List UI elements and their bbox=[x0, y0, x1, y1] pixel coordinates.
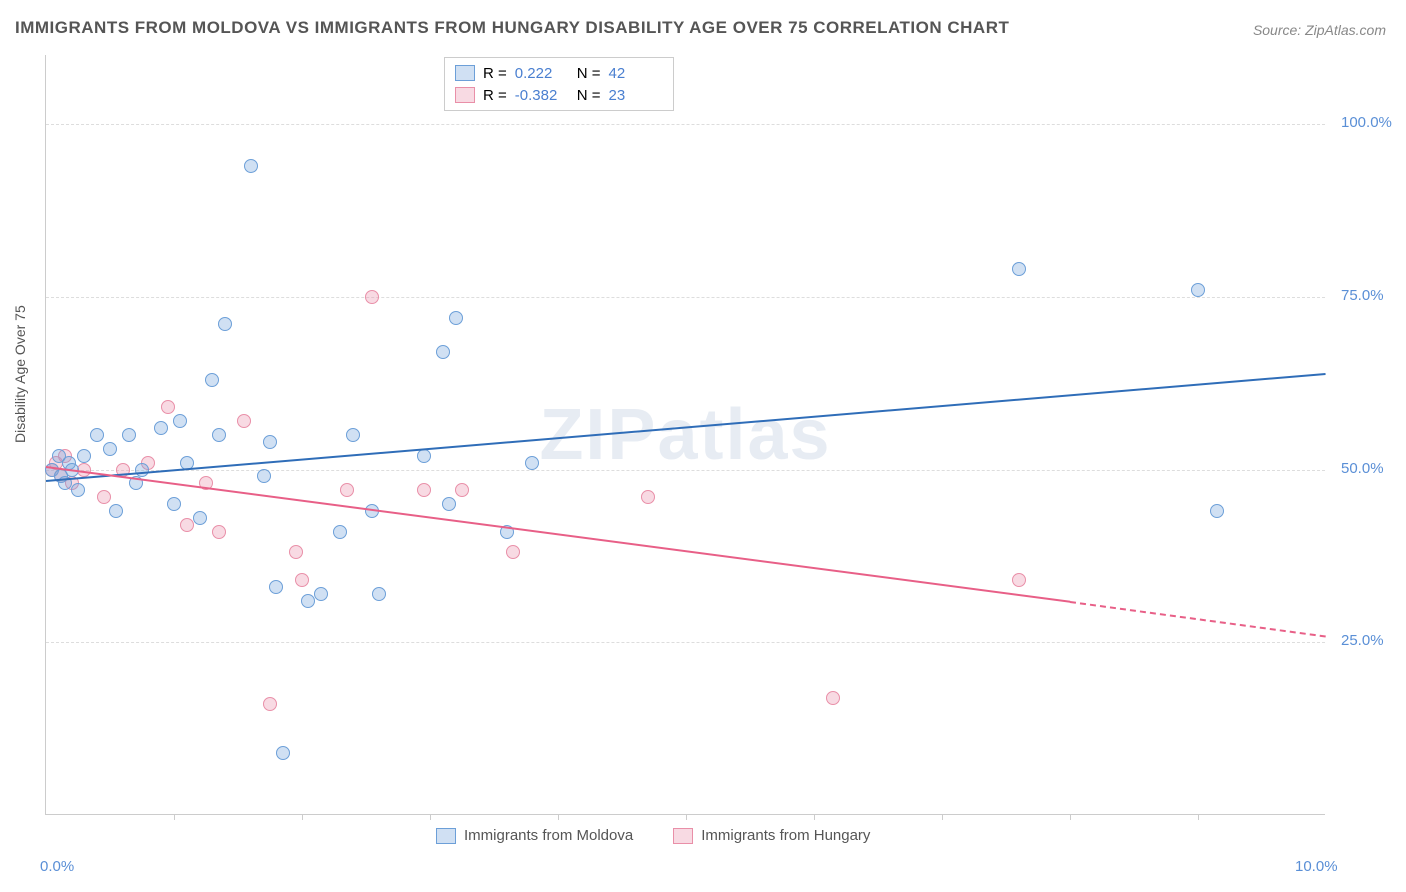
x-tick-left: 0.0% bbox=[40, 858, 74, 875]
data-point bbox=[154, 421, 168, 435]
data-point bbox=[173, 414, 187, 428]
data-point bbox=[372, 587, 386, 601]
data-point bbox=[77, 449, 91, 463]
hungary-swatch-icon bbox=[673, 828, 693, 844]
source-label: Source: ZipAtlas.com bbox=[1253, 22, 1386, 38]
data-point bbox=[161, 400, 175, 414]
data-point bbox=[180, 518, 194, 532]
data-point bbox=[257, 469, 271, 483]
stats-row-hungary: R = -0.382 N = 23 bbox=[455, 84, 663, 106]
y-tick-label: 75.0% bbox=[1341, 287, 1384, 304]
moldova-series-label: Immigrants from Moldova bbox=[464, 827, 633, 844]
data-point bbox=[365, 290, 379, 304]
data-point bbox=[218, 317, 232, 331]
legend-item-moldova: Immigrants from Moldova bbox=[436, 827, 633, 844]
data-point bbox=[71, 483, 85, 497]
data-point bbox=[455, 483, 469, 497]
data-point bbox=[276, 746, 290, 760]
x-tick bbox=[686, 814, 687, 820]
r-label: R = bbox=[483, 87, 507, 104]
data-point bbox=[90, 428, 104, 442]
moldova-swatch-icon bbox=[436, 828, 456, 844]
y-axis-label: Disability Age Over 75 bbox=[12, 305, 28, 443]
data-point bbox=[333, 525, 347, 539]
hungary-series-label: Immigrants from Hungary bbox=[701, 827, 870, 844]
hungary-r-value: -0.382 bbox=[515, 87, 569, 104]
chart-container: Disability Age Over 75 ZIPatlas R = 0.22… bbox=[45, 55, 1385, 845]
series-legend: Immigrants from Moldova Immigrants from … bbox=[436, 827, 870, 844]
data-point bbox=[263, 697, 277, 711]
data-point bbox=[295, 573, 309, 587]
moldova-swatch-icon bbox=[455, 65, 475, 81]
y-tick-label: 100.0% bbox=[1341, 114, 1392, 131]
data-point bbox=[346, 428, 360, 442]
data-point bbox=[340, 483, 354, 497]
x-tick bbox=[430, 814, 431, 820]
r-label: R = bbox=[483, 65, 507, 82]
y-tick-label: 50.0% bbox=[1341, 460, 1384, 477]
data-point bbox=[301, 594, 315, 608]
data-point bbox=[289, 545, 303, 559]
data-point bbox=[1012, 573, 1026, 587]
data-point bbox=[212, 428, 226, 442]
n-label: N = bbox=[577, 65, 601, 82]
x-tick bbox=[558, 814, 559, 820]
data-point bbox=[205, 373, 219, 387]
x-tick bbox=[1198, 814, 1199, 820]
data-point bbox=[1191, 283, 1205, 297]
x-tick bbox=[1070, 814, 1071, 820]
stats-legend: R = 0.222 N = 42 R = -0.382 N = 23 bbox=[444, 57, 674, 111]
data-point bbox=[1012, 262, 1026, 276]
hungary-swatch-icon bbox=[455, 87, 475, 103]
moldova-r-value: 0.222 bbox=[515, 65, 569, 82]
data-point bbox=[122, 428, 136, 442]
n-label: N = bbox=[577, 87, 601, 104]
data-point bbox=[97, 490, 111, 504]
x-tick bbox=[302, 814, 303, 820]
data-point bbox=[263, 435, 277, 449]
data-point bbox=[417, 483, 431, 497]
data-point bbox=[314, 587, 328, 601]
data-point bbox=[826, 691, 840, 705]
trend-line bbox=[46, 466, 1070, 603]
data-point bbox=[193, 511, 207, 525]
gridline bbox=[46, 124, 1325, 125]
hungary-n-value: 23 bbox=[609, 87, 663, 104]
x-tick bbox=[814, 814, 815, 820]
gridline bbox=[46, 642, 1325, 643]
data-point bbox=[244, 159, 258, 173]
x-tick bbox=[174, 814, 175, 820]
data-point bbox=[269, 580, 283, 594]
gridline bbox=[46, 297, 1325, 298]
x-tick-right: 10.0% bbox=[1295, 858, 1338, 875]
data-point bbox=[135, 463, 149, 477]
data-point bbox=[442, 497, 456, 511]
data-point bbox=[436, 345, 450, 359]
gridline bbox=[46, 470, 1325, 471]
moldova-n-value: 42 bbox=[609, 65, 663, 82]
chart-title: IMMIGRANTS FROM MOLDOVA VS IMMIGRANTS FR… bbox=[15, 18, 1009, 38]
data-point bbox=[237, 414, 251, 428]
data-point bbox=[449, 311, 463, 325]
data-point bbox=[103, 442, 117, 456]
data-point bbox=[212, 525, 226, 539]
trend-line bbox=[1070, 601, 1326, 638]
legend-item-hungary: Immigrants from Hungary bbox=[673, 827, 870, 844]
data-point bbox=[1210, 504, 1224, 518]
x-tick bbox=[942, 814, 943, 820]
data-point bbox=[109, 504, 123, 518]
data-point bbox=[525, 456, 539, 470]
stats-row-moldova: R = 0.222 N = 42 bbox=[455, 62, 663, 84]
trend-line bbox=[46, 373, 1326, 482]
data-point bbox=[506, 545, 520, 559]
y-tick-label: 25.0% bbox=[1341, 632, 1384, 649]
data-point bbox=[167, 497, 181, 511]
data-point bbox=[641, 490, 655, 504]
plot-area: ZIPatlas R = 0.222 N = 42 R = -0.382 N =… bbox=[45, 55, 1325, 815]
